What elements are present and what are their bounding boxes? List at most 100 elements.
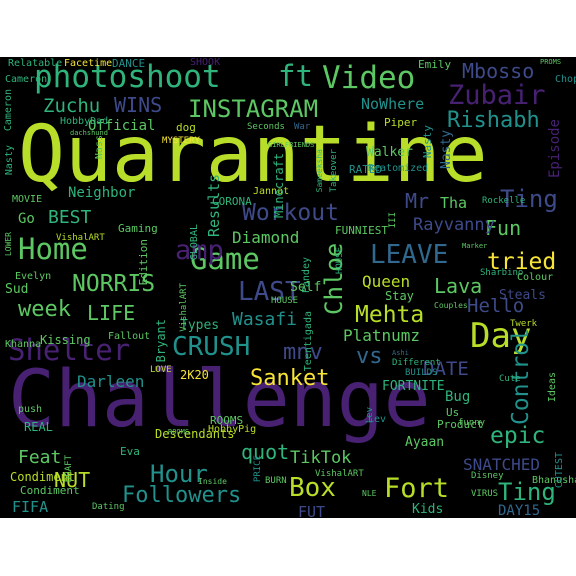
- word-couples: Cute: [499, 374, 521, 384]
- word-video: Video: [322, 60, 416, 96]
- word-khanna: push: [18, 404, 43, 415]
- word-marker: Couples: [434, 301, 468, 310]
- word-hour: Hour: [150, 460, 208, 488]
- word-workout: Workout: [242, 200, 339, 226]
- word-vishalart: VishalART: [315, 469, 364, 479]
- word-followers: Followers: [122, 483, 242, 508]
- word-zubair: Zubair: [448, 80, 546, 111]
- word-push: Sud: [5, 282, 29, 297]
- word-starts: Marker: [462, 242, 488, 250]
- word-best: BEST: [48, 207, 92, 228]
- word-sameeksha: Sharbino: [480, 268, 524, 278]
- word-crush: CRUSH: [172, 332, 251, 362]
- word-tha: Tha: [440, 194, 468, 212]
- word-bhanushali: Ideas: [547, 372, 558, 403]
- word-rayvanny: Rayvanny: [413, 215, 495, 235]
- word-ayaan: DAY15: [498, 503, 541, 518]
- word-mnv: mnv: [283, 340, 323, 365]
- word-pandey: VishalART: [179, 283, 189, 332]
- word-price: Inside: [198, 477, 227, 486]
- word-box: Box: [289, 473, 336, 503]
- word-proms: dachshund: [70, 129, 108, 137]
- word-bryant: Bryant: [154, 319, 168, 363]
- word-nasty-v: Nasty: [421, 125, 434, 159]
- word-kids: Disney: [471, 471, 504, 481]
- word-rated: Reatomized: [368, 163, 429, 174]
- word-mr: Mr: [405, 189, 430, 213]
- word-bug: Go: [18, 211, 35, 227]
- word-girlfriends: VishalART: [56, 233, 105, 243]
- word-pandemic: GIRLFRIENDS: [268, 141, 315, 149]
- word-sud: Evelyn: [15, 271, 52, 282]
- word-ashi: funny: [458, 418, 486, 428]
- word-corona: Sameeksha: [315, 149, 324, 193]
- word-rishabh: Rishabh: [447, 108, 540, 133]
- word-2k20: Types: [180, 318, 220, 333]
- word-amp: amp: [175, 235, 224, 266]
- word-walker: Walker: [366, 145, 413, 160]
- word-hello: Hello: [467, 295, 525, 317]
- word-challenge: Challenge: [8, 355, 431, 445]
- word-ting: Ting: [500, 185, 558, 213]
- word-descendants: Eva: [120, 445, 140, 458]
- word-norris: NORRIS: [72, 271, 156, 297]
- word-roblox: Cameron: [5, 74, 48, 85]
- word-iii: Rockelle: [482, 196, 526, 206]
- word-ep: Ting: [498, 478, 556, 506]
- word-piper: GLOBAL: [189, 224, 200, 261]
- word-steals: Bug: [445, 389, 471, 405]
- word-lava: Lava: [434, 274, 483, 298]
- word-tiktok: TikTok: [290, 448, 352, 468]
- word-snatched: SNATCHED: [463, 455, 541, 474]
- word-different-v: Lev: [365, 407, 375, 424]
- word-transformation: FUT: [298, 503, 326, 519]
- word-shook: PROMS: [540, 58, 562, 66]
- word-life: LIFE: [87, 301, 136, 325]
- word-wasafi: Wasafi: [232, 309, 298, 330]
- word-instagram: INSTAGRAM: [188, 95, 319, 123]
- word-movie: LOWER: [4, 232, 13, 257]
- word-neighbor: Neighbor: [68, 185, 136, 201]
- word-date: DATE: [423, 358, 469, 380]
- word-product: FIFA: [12, 498, 49, 516]
- word-hobbypig: 2K20: [180, 368, 209, 382]
- word-cutest: Descendants: [155, 427, 235, 441]
- word-mbosso: Mbosso: [462, 59, 535, 83]
- word-rooms: HobbyPig: [208, 424, 257, 435]
- word-episode: Episode: [547, 119, 563, 179]
- word-disney: Bhanushali: [532, 475, 576, 486]
- word-stay: Product: [437, 418, 484, 431]
- word-relatable: SHOOK: [190, 57, 221, 68]
- word-real: ROOMS: [210, 414, 244, 427]
- word-week: week: [18, 297, 71, 322]
- word-ideas: REAL: [24, 420, 53, 434]
- word-fun: Fun: [485, 216, 522, 240]
- word-queen: Queen: [362, 272, 411, 291]
- word-jannat: RATED: [349, 163, 383, 176]
- word-cameron: DANCE: [112, 57, 146, 70]
- word-fort: Fort: [384, 473, 450, 504]
- word-edition: Edition: [137, 239, 150, 286]
- word-nasty-left: Nasty: [4, 145, 15, 176]
- word-shelter: Shelter: [8, 333, 131, 367]
- word-emily: HobbyDad: [60, 116, 109, 127]
- word-fut: VIRUS: [471, 489, 499, 499]
- word-mehta: Mehta: [355, 302, 425, 328]
- word-funny: PRICE: [253, 455, 263, 483]
- word-platnumz: Platnumz: [343, 326, 421, 345]
- word-love: Pandey: [301, 257, 312, 294]
- word-feat: Feat: [18, 447, 62, 468]
- word-self: Ayaan: [405, 435, 445, 450]
- word-roblox-v: Cameron: [3, 89, 14, 132]
- word-day15: Condiment: [10, 470, 76, 484]
- word-last: LAST: [238, 277, 301, 307]
- word-draft: DRAFT: [64, 455, 74, 483]
- word-photoshoot: photoshoot: [34, 59, 221, 95]
- word-minecraft: Minecraft: [272, 153, 286, 219]
- word-different: Lev: [368, 414, 387, 425]
- word-tried: tried: [487, 249, 557, 275]
- word-vs: vs: [356, 344, 383, 369]
- word-rockelle: Colour: [517, 272, 554, 283]
- word-evelyn: MOVIE: [12, 194, 43, 205]
- word-lev: BURN: [265, 476, 287, 486]
